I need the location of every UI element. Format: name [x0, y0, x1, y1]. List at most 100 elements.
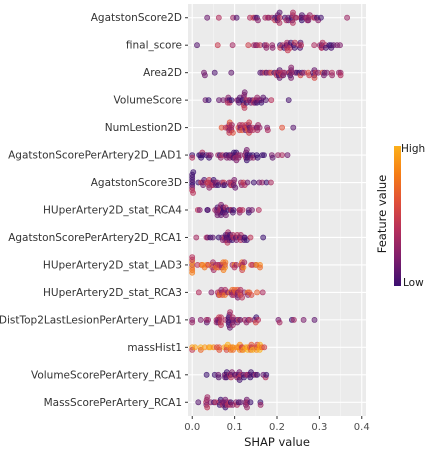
shap-point — [276, 14, 283, 21]
shap-point — [311, 316, 318, 323]
shap-point — [239, 294, 245, 301]
feature-label: AgatstonScorePerArtery2D_RCA1 — [8, 232, 182, 244]
feature-label: DistTop2LastLesionPerArtery_LAD1 — [0, 314, 182, 326]
feature-label: massHist1 — [127, 342, 182, 354]
shap-point — [276, 9, 283, 16]
shap-point — [311, 42, 318, 49]
x-tick-label: 0.4 — [354, 422, 370, 433]
shap-point — [285, 97, 292, 103]
feature-label: AgatstonScorePerArtery2D_LAD1 — [8, 150, 182, 162]
shap-point — [244, 179, 251, 186]
legend-low-label: Low — [403, 277, 424, 289]
shap-point — [205, 316, 211, 323]
shap-point — [263, 371, 270, 378]
feature-label: HUperArtery2D_stat_LAD3 — [43, 259, 182, 271]
shap-point — [231, 176, 238, 183]
shap-point — [201, 72, 208, 79]
shap-point — [288, 75, 294, 81]
shap-point — [254, 154, 261, 161]
shap-point — [195, 289, 202, 296]
shap-point — [207, 152, 214, 158]
x-tick-label: 0.0 — [184, 422, 200, 433]
shap-point — [215, 14, 222, 21]
feature-label: Area2D — [143, 67, 182, 79]
shap-point — [300, 316, 307, 323]
shap-point — [256, 124, 263, 131]
feature-label: final_score — [126, 40, 182, 52]
feature-labels: AgatstonScore2D final_score Area2D VolumeSc… — [0, 12, 188, 409]
shap-point — [195, 399, 202, 406]
shap-point — [306, 12, 313, 18]
shap-point — [269, 44, 276, 51]
shap-point — [249, 207, 255, 213]
shap-point — [279, 124, 285, 131]
shap-point — [222, 264, 228, 271]
shap-point — [324, 69, 330, 76]
shap-point — [264, 127, 271, 134]
shap-point — [257, 401, 264, 408]
shap-point — [214, 42, 221, 49]
shap-point — [329, 72, 335, 79]
data-points — [189, 9, 350, 411]
shap-point — [237, 286, 244, 293]
shap-point — [237, 399, 244, 406]
feature-label: HUperArtery2D_stat_RCA3 — [43, 287, 182, 299]
shap-point — [276, 319, 283, 326]
shap-point — [215, 374, 222, 381]
shap-point — [218, 322, 224, 328]
shap-point — [241, 259, 248, 266]
shap-point — [311, 75, 318, 81]
feature-label: VolumeScore — [114, 95, 182, 107]
shap-point — [241, 105, 248, 111]
shap-point — [229, 42, 236, 49]
shap-point — [190, 169, 197, 175]
x-tick-label: 0.3 — [311, 422, 327, 433]
shap-point — [204, 14, 211, 21]
shap-point — [244, 404, 250, 411]
shap-point — [203, 371, 210, 378]
feature-label: AgatstonScore2D — [91, 12, 182, 24]
shap-point — [254, 371, 260, 378]
shap-point — [258, 99, 265, 106]
shap-point — [208, 289, 215, 296]
shap-point — [262, 97, 269, 103]
shap-point — [284, 152, 291, 158]
shap-point — [221, 182, 228, 188]
shap-point — [211, 69, 218, 76]
shap-point — [205, 97, 212, 103]
shap-point — [222, 259, 229, 266]
legend-colorbar — [394, 146, 401, 286]
shap-point — [268, 97, 275, 103]
feature-label: AgatstonScore3D — [91, 177, 182, 189]
feature-label: VolumeScorePerArtery_RCA1 — [31, 369, 182, 381]
shap-point — [288, 64, 295, 71]
shap-point — [204, 207, 211, 213]
shap-point — [261, 344, 268, 351]
shap-point — [255, 207, 262, 213]
x-tick-label: 0.1 — [227, 422, 243, 433]
shap-point — [197, 316, 204, 323]
shap-point — [243, 146, 250, 153]
shap-point — [260, 234, 267, 241]
shap-point — [209, 234, 216, 241]
shap-point — [193, 234, 200, 241]
shap-point — [267, 179, 274, 186]
shap-point — [189, 254, 196, 260]
shap-point — [239, 207, 246, 213]
shap-point — [305, 17, 312, 24]
shap-point — [290, 9, 296, 16]
legend-title: Feature value — [375, 175, 389, 254]
shap-point — [218, 314, 224, 321]
shap-point — [216, 346, 223, 353]
shap-point — [344, 14, 350, 21]
shap-point — [229, 129, 236, 136]
shap-point — [204, 394, 211, 400]
shap-point — [196, 207, 203, 213]
shap-point — [189, 319, 196, 326]
shap-point — [232, 184, 239, 191]
shap-point — [233, 261, 240, 268]
x-tick-label: 0.2 — [269, 422, 285, 433]
shap-point — [259, 289, 266, 296]
shap-point — [290, 316, 297, 323]
shap-point — [228, 97, 235, 103]
